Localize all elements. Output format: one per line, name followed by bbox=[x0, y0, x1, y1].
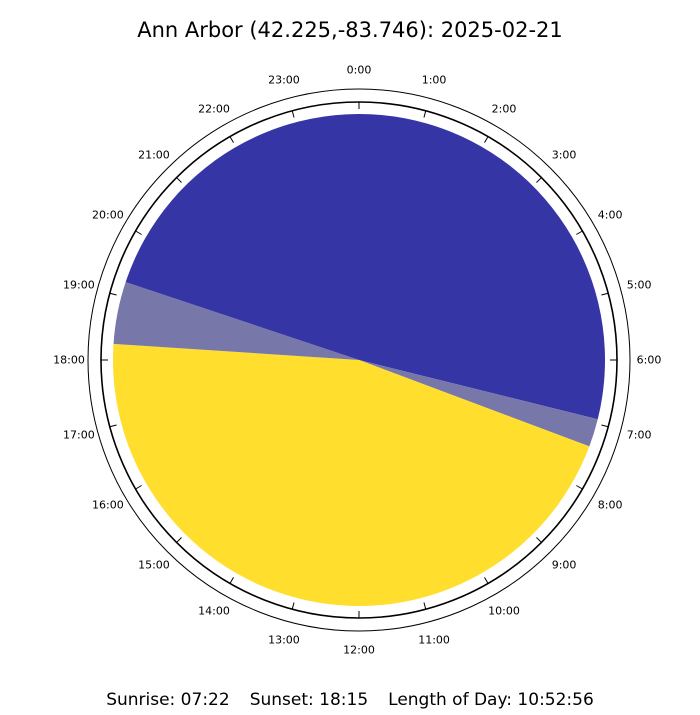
hour-tick-1 bbox=[423, 110, 427, 118]
segment-night-0 bbox=[125, 114, 605, 420]
hour-label-22: 22:00 bbox=[198, 102, 230, 115]
hour-label-4: 4:00 bbox=[598, 209, 623, 222]
hour-tick-5 bbox=[601, 292, 609, 296]
hour-tick-21 bbox=[176, 177, 182, 183]
hour-tick-20 bbox=[135, 230, 142, 235]
hour-label-16: 16:00 bbox=[92, 499, 124, 512]
sunrise-text: Sunrise: 07:22 bbox=[106, 690, 230, 710]
hour-label-11: 11:00 bbox=[418, 634, 450, 647]
chart-title: Ann Arbor (42.225,-83.746): 2025-02-21 bbox=[137, 18, 563, 42]
hour-label-23: 23:00 bbox=[268, 73, 300, 86]
hour-tick-4 bbox=[576, 230, 583, 235]
hour-label-7: 7:00 bbox=[627, 429, 652, 442]
hour-tick-2 bbox=[484, 136, 489, 143]
hour-tick-17 bbox=[109, 424, 117, 428]
hour-tick-19 bbox=[109, 292, 117, 296]
hour-label-21: 21:00 bbox=[138, 148, 170, 161]
hour-tick-23 bbox=[291, 110, 295, 118]
hour-label-3: 3:00 bbox=[552, 148, 577, 161]
hour-tick-22 bbox=[229, 136, 234, 143]
hour-tick-8 bbox=[576, 485, 583, 490]
segment-twilight-3 bbox=[113, 282, 359, 360]
segment-twilight-1 bbox=[359, 360, 598, 447]
hour-label-20: 20:00 bbox=[92, 209, 124, 222]
hour-label-8: 8:00 bbox=[598, 499, 623, 512]
hour-ticks bbox=[101, 102, 617, 618]
hour-label-9: 9:00 bbox=[552, 559, 577, 572]
daylight-segments bbox=[113, 114, 605, 606]
outer-ring bbox=[87, 88, 631, 632]
segment-day-2 bbox=[113, 343, 590, 606]
hour-label-1: 1:00 bbox=[422, 73, 447, 86]
hour-tick-15 bbox=[176, 537, 182, 543]
hour-label-0: 0:00 bbox=[347, 64, 372, 77]
sunset-text: Sunset: 18:15 bbox=[249, 690, 369, 710]
hour-label-18: 18:00 bbox=[53, 354, 85, 367]
hour-label-6: 6:00 bbox=[637, 354, 662, 367]
hour-tick-14 bbox=[229, 577, 234, 584]
hour-label-2: 2:00 bbox=[492, 102, 517, 115]
day-length-text: Length of Day: 10:52:56 bbox=[388, 690, 594, 710]
hour-label-13: 13:00 bbox=[268, 634, 300, 647]
hour-label-12: 12:00 bbox=[343, 644, 375, 657]
hour-label-10: 10:00 bbox=[488, 605, 520, 618]
hour-tick-7 bbox=[601, 424, 609, 428]
day-summary: Sunrise: 07:22 Sunset: 18:15 Length of Day… bbox=[0, 690, 700, 710]
hour-label-19: 19:00 bbox=[63, 278, 95, 291]
hour-tick-10 bbox=[484, 577, 489, 584]
hour-tick-3 bbox=[536, 177, 542, 183]
hour-tick-16 bbox=[135, 485, 142, 490]
hour-labels: 0:00 1:00 2:00 3:00 4:00 5:00 6:00 7:00 8:00 9:00… bbox=[53, 64, 661, 657]
hour-label-5: 5:00 bbox=[627, 278, 652, 291]
hour-tick-13 bbox=[291, 602, 295, 610]
hour-label-15: 15:00 bbox=[138, 559, 170, 572]
hour-tick-9 bbox=[536, 537, 542, 543]
hour-tick-11 bbox=[423, 602, 427, 610]
hour-label-14: 14:00 bbox=[198, 605, 230, 618]
hour-label-17: 17:00 bbox=[63, 429, 95, 442]
